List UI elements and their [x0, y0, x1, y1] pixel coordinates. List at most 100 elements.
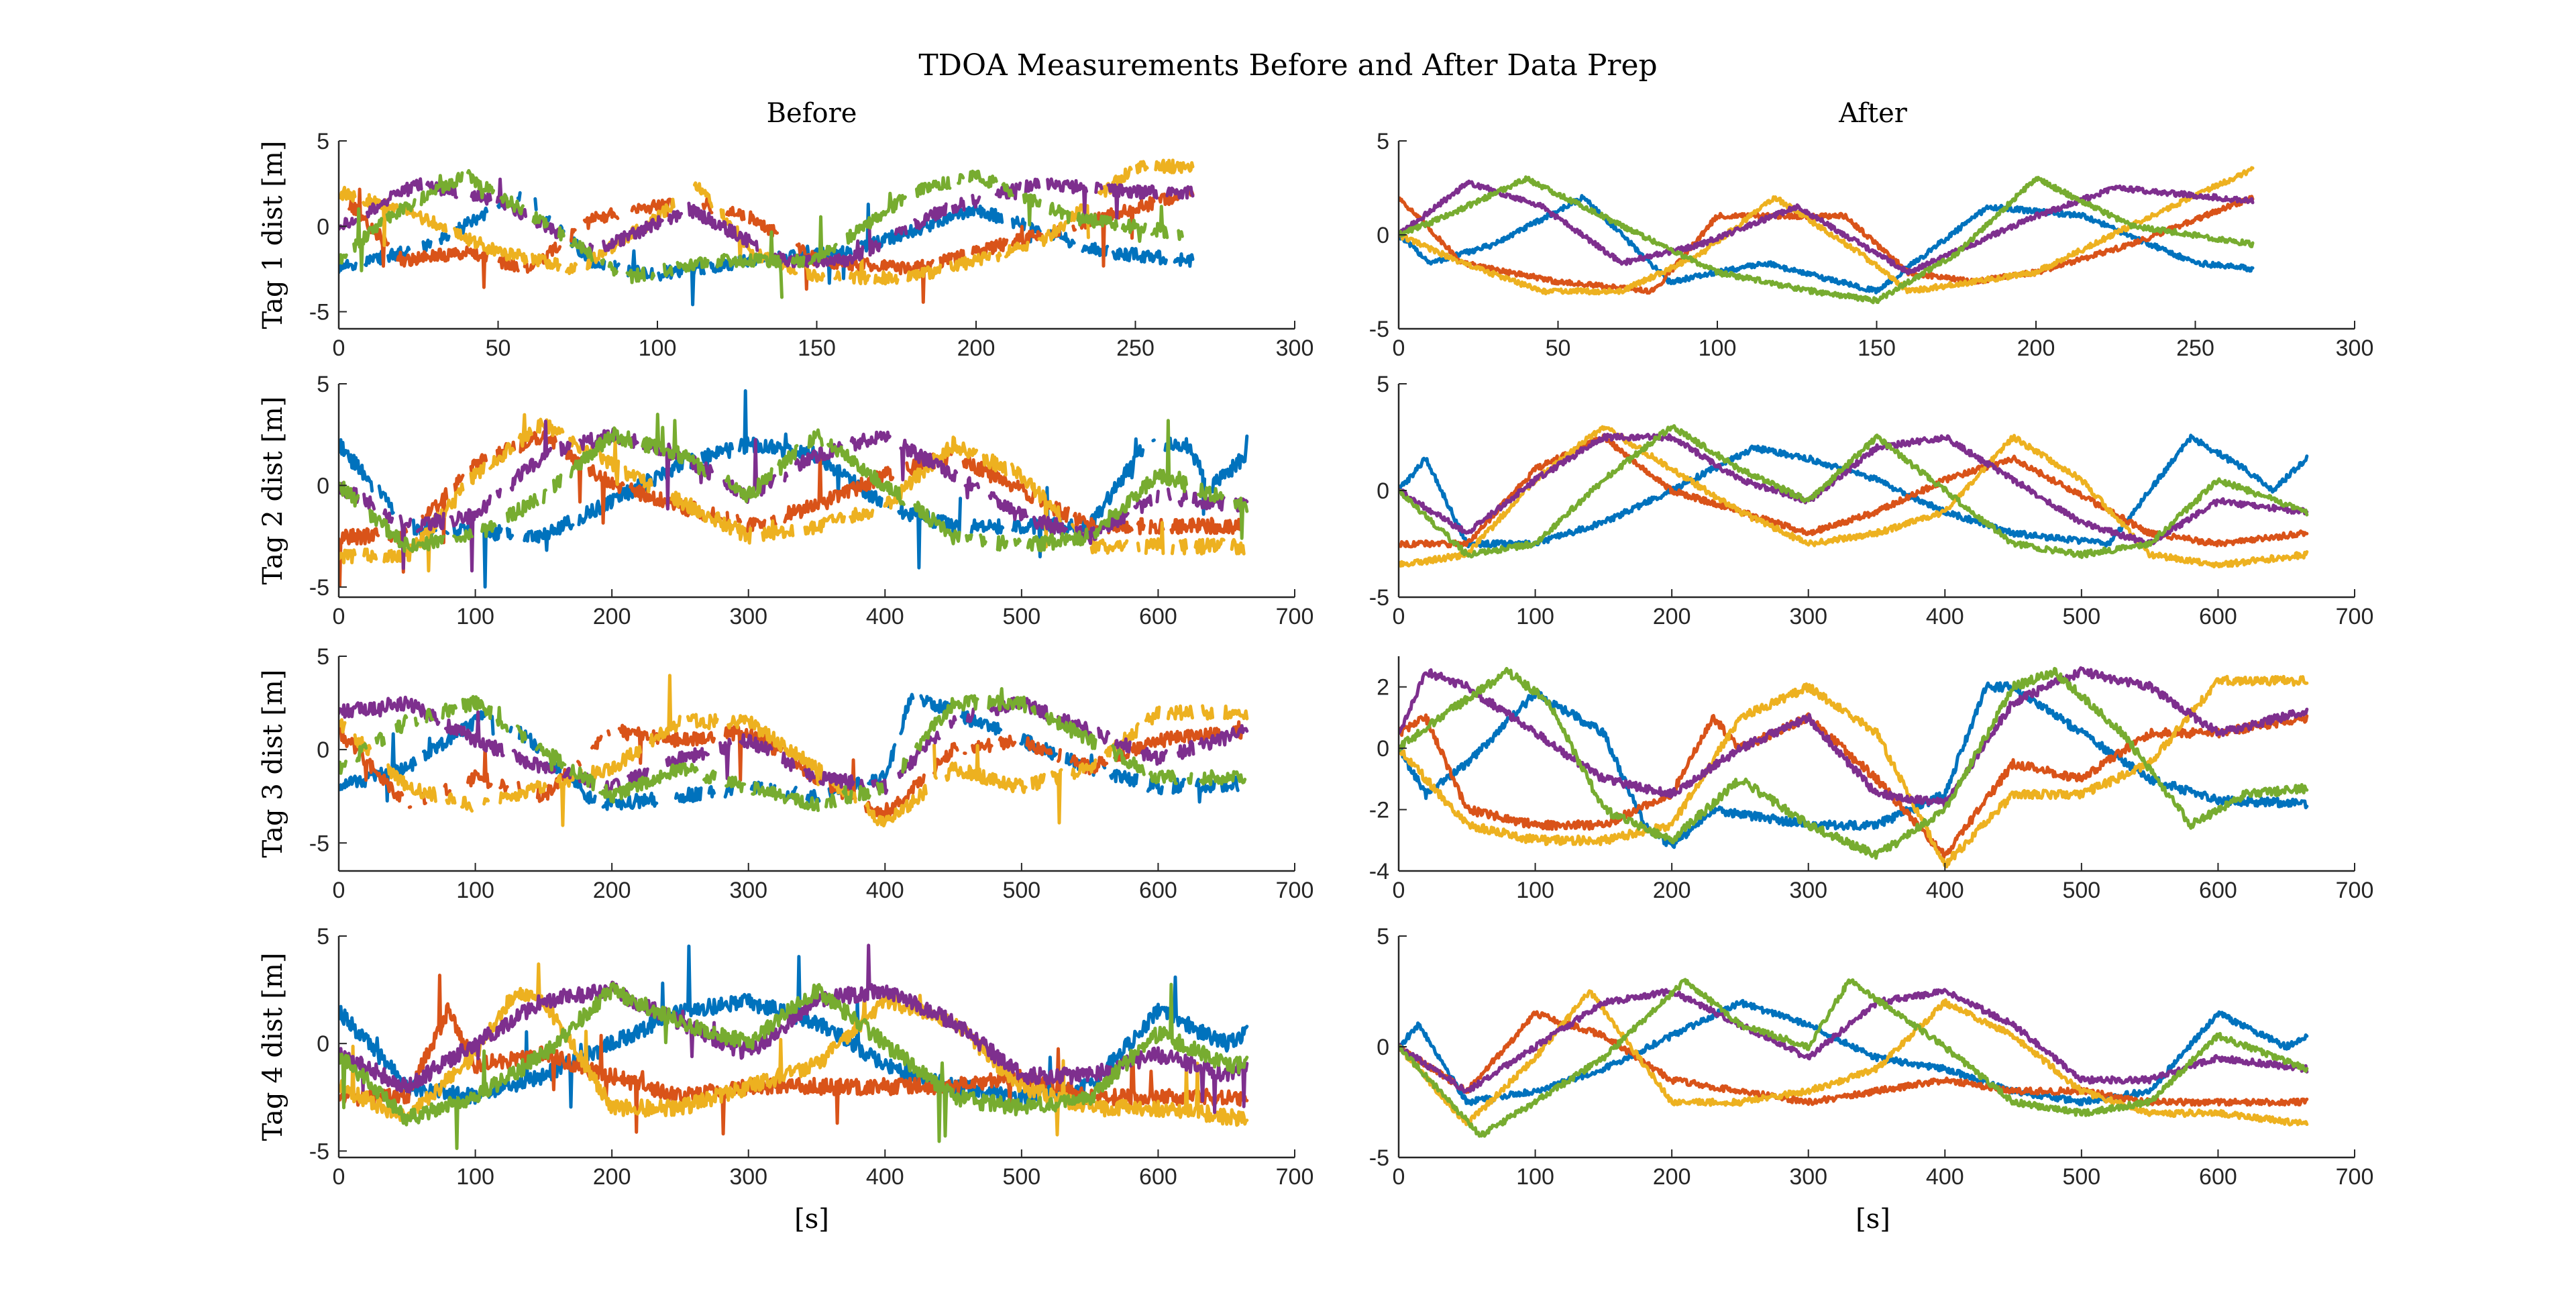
x-tick-label: 50	[486, 335, 511, 361]
y-tick-label: 5	[317, 372, 329, 397]
x-tick-label: 100	[639, 335, 677, 361]
x-tick-label: 200	[593, 878, 631, 903]
x-tick-label: 300	[1276, 335, 1314, 361]
x-tick-label: 250	[2176, 335, 2214, 361]
x-tick-label: 100	[1516, 1164, 1554, 1190]
series-lines	[1399, 978, 2309, 1138]
series-line-4	[1399, 666, 2309, 809]
x-tick-label: 600	[1139, 604, 1177, 629]
x-tick-label: 200	[1653, 1164, 1691, 1190]
y-tick-label: 5	[317, 644, 329, 670]
series-line-1	[1399, 998, 2309, 1106]
x-tick-label: 400	[866, 878, 904, 903]
x-tick-label: 200	[1653, 878, 1691, 903]
x-tick-label: 200	[957, 335, 996, 361]
y-tick-label: 0	[317, 473, 329, 499]
x-tick-label: 0	[333, 878, 345, 903]
series-lines	[339, 389, 1249, 589]
subplot-tag2-after: 0 100 200 300 400 500 600 700-505	[1369, 372, 2374, 629]
y-tick-label: 0	[317, 214, 329, 240]
x-tick-label: 600	[2199, 604, 2237, 629]
x-tick-label: 0	[333, 335, 345, 361]
x-tick-label: 200	[2017, 335, 2055, 361]
x-tick-label: 700	[2336, 604, 2374, 629]
y-axis-label: Tag 3 dist [m]	[258, 670, 288, 858]
series-line-3	[339, 962, 1249, 1137]
x-tick-label: 300	[1789, 878, 1827, 903]
subplot-tag2-before: Tag 2 dist [m]0 100 200 300 400 500 600 700-505	[258, 372, 1313, 629]
series-lines	[339, 674, 1249, 828]
subplot-tag4-before: Tag 4 dist [m]0 100 200 300 400 500 600 700-505	[258, 924, 1313, 1190]
x-tick-label: 100	[456, 604, 494, 629]
series-line-5	[339, 687, 1247, 813]
x-tick-label: 0	[1393, 1164, 1405, 1190]
x-tick-label: 700	[2336, 1164, 2374, 1190]
series-line-1	[1399, 433, 2309, 549]
y-tick-label: -5	[1369, 317, 1389, 342]
x-tick-label: 200	[593, 604, 631, 629]
series-lines	[1399, 166, 2255, 305]
x-tick-label: 0	[333, 1164, 345, 1190]
y-tick-label: -5	[309, 831, 329, 856]
x-tick-label: 700	[2336, 878, 2374, 903]
y-axis-label: Tag 4 dist [m]	[258, 953, 288, 1141]
x-tick-label: 700	[1276, 1164, 1314, 1190]
x-tick-label: 400	[866, 604, 904, 629]
y-axis-label: Tag 2 dist [m]	[258, 397, 288, 585]
y-tick-label: 5	[1377, 129, 1389, 154]
x-tick-label: 300	[729, 1164, 767, 1190]
x-tick-label: 600	[2199, 1164, 2237, 1190]
y-tick-label: 5	[1377, 924, 1389, 949]
x-tick-label: 0	[1393, 604, 1405, 629]
x-tick-label: 500	[2062, 1164, 2100, 1190]
y-tick-label: -4	[1369, 859, 1389, 884]
x-tick-label: 500	[2062, 604, 2100, 629]
series-line-5	[339, 413, 1249, 553]
x-tick-label: 100	[456, 878, 494, 903]
x-tick-label: 100	[1699, 335, 1737, 361]
x-tick-label: 500	[1002, 1164, 1040, 1190]
series-line-5	[1399, 424, 2309, 560]
column-title-after: After	[1838, 98, 1908, 129]
series-line-3	[1399, 989, 2309, 1127]
x-tick-label: 700	[1276, 878, 1314, 903]
series-line-5	[1399, 978, 2309, 1138]
x-tick-label: 500	[2062, 878, 2100, 903]
x-tick-label: 200	[593, 1164, 631, 1190]
x-tick-label: 400	[1926, 1164, 1964, 1190]
x-tick-label: 150	[1858, 335, 1896, 361]
y-tick-label: -5	[309, 1139, 329, 1164]
y-tick-label: 5	[317, 924, 329, 949]
x-tick-label: 50	[1546, 335, 1571, 361]
series-lines	[1399, 424, 2309, 569]
x-axis-label-before: [s]	[794, 1204, 829, 1235]
y-tick-label: -5	[309, 575, 329, 601]
subplot-tag1-after: 0 50 100 150 200 250 300-505	[1369, 129, 2374, 361]
y-tick-label: 0	[317, 1031, 329, 1057]
series-line-3	[339, 413, 1246, 573]
x-tick-label: 0	[1393, 878, 1405, 903]
series-lines	[339, 158, 1195, 307]
y-tick-label: 0	[1377, 736, 1389, 762]
series-lines	[1399, 666, 2309, 869]
x-tick-label: 400	[1926, 604, 1964, 629]
series-line-2	[1399, 195, 2255, 295]
series-line-4	[1399, 988, 2309, 1094]
y-tick-label: -5	[1369, 585, 1389, 611]
series-line-4	[1399, 179, 2255, 276]
x-tick-label: 300	[2336, 335, 2374, 361]
y-tick-label: -5	[1369, 1145, 1389, 1171]
y-tick-label: 0	[1377, 1035, 1389, 1060]
series-line-4	[339, 177, 1195, 268]
x-tick-label: 100	[456, 1164, 494, 1190]
series-line-5	[1399, 666, 2309, 860]
y-axis-label: Tag 1 dist [m]	[258, 141, 288, 329]
series-lines	[339, 943, 1249, 1150]
x-tick-label: 300	[1789, 604, 1827, 629]
series-line-3	[339, 158, 1195, 286]
y-tick-label: 2	[1377, 675, 1389, 701]
series-line-2	[1399, 433, 2309, 549]
x-tick-label: 300	[1789, 1164, 1827, 1190]
y-tick-label: 0	[1377, 478, 1389, 504]
